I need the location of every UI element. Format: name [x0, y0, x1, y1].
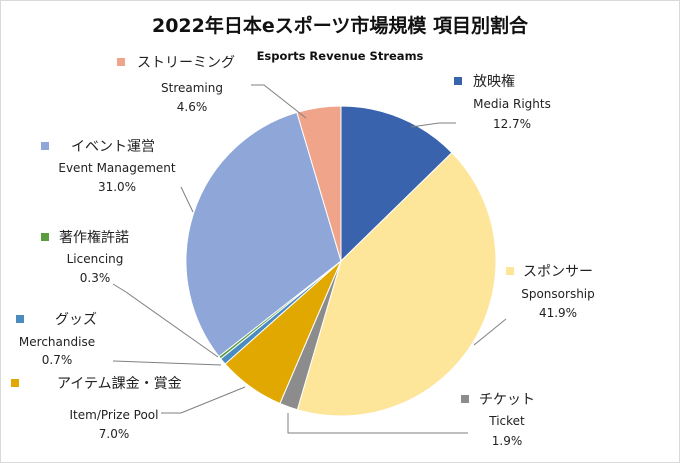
- leader-line-streaming: [251, 84, 307, 119]
- label-en-sponsorship: Sponsorship: [521, 287, 595, 301]
- label-jp-licencing: 著作権許諾: [59, 229, 129, 246]
- leader-line-licencing: [112, 283, 219, 358]
- label-pct-sponsorship: 41.9%: [539, 306, 577, 320]
- leader-line-media-rights: [410, 122, 456, 128]
- label-pct-streaming: 4.6%: [177, 100, 208, 114]
- legend-key-ticket: [461, 395, 469, 403]
- chart-title: 2022年日本eスポーツ市場規模 項目別割合: [151, 15, 528, 37]
- legend-key-streaming: [117, 58, 125, 66]
- data-label-media-rights: 放映権 Media Rights 12.7%: [410, 73, 551, 131]
- data-label-item-prize-pool: アイテム課金・賞金 Item/Prize Pool 7.0%: [11, 376, 246, 441]
- leader-line-item-prize-pool: [161, 386, 246, 414]
- legend-key-media-rights: [454, 77, 462, 85]
- pie-slice-streaming: [296, 105, 342, 262]
- label-en-merchandise: Merchandise: [19, 335, 95, 349]
- label-pct-item-prize-pool: 7.0%: [99, 427, 130, 441]
- pie-slice-event-management: [185, 111, 342, 358]
- data-label-event-management: イベント運営 Event Management 31.0%: [41, 139, 194, 213]
- leader-line-event-management: [180, 186, 194, 213]
- data-label-ticket: チケット Ticket 1.9%: [287, 392, 535, 448]
- leader-line-merchandise: [112, 360, 222, 366]
- data-label-merchandise: グッズ Merchandise 0.7%: [16, 312, 222, 367]
- label-jp-event-management: イベント運営: [71, 139, 155, 155]
- label-pct-event-management: 31.0%: [98, 180, 136, 194]
- label-en-streaming: Streaming: [161, 81, 223, 95]
- label-jp-ticket: チケット: [479, 392, 535, 408]
- label-en-event-management: Event Management: [58, 161, 176, 175]
- label-jp-sponsorship: スポンサー: [523, 264, 593, 280]
- legend-key-merchandise: [16, 315, 24, 323]
- data-label-licencing: 著作権許諾 Licencing 0.3%: [41, 229, 219, 358]
- legend-key-event-management: [41, 142, 49, 150]
- label-jp-media-rights: 放映権: [473, 73, 515, 90]
- label-en-item-prize-pool: Item/Prize Pool: [70, 408, 159, 422]
- chart-subtitle: Esports Revenue Streams: [256, 49, 424, 63]
- pie-slice-sponsorship: [296, 151, 497, 417]
- label-jp-streaming: ストリーミング: [137, 55, 235, 71]
- label-pct-media-rights: 12.7%: [493, 117, 531, 131]
- legend-key-item-prize-pool: [11, 379, 19, 387]
- pie-slice-media-rights: [340, 105, 453, 263]
- leader-line-ticket: [287, 413, 468, 434]
- data-label-streaming: ストリーミング Streaming 4.6%: [117, 55, 307, 119]
- label-pct-merchandise: 0.7%: [42, 353, 73, 367]
- label-en-media-rights: Media Rights: [473, 97, 551, 111]
- data-label-sponsorship: スポンサー Sponsorship 41.9%: [473, 264, 595, 346]
- leader-line-sponsorship: [473, 318, 507, 346]
- label-jp-merchandise: グッズ: [55, 312, 97, 328]
- legend-key-sponsorship: [506, 267, 514, 275]
- label-jp-item-prize-pool: アイテム課金・賞金: [57, 376, 182, 392]
- label-en-licencing: Licencing: [67, 252, 124, 266]
- label-pct-licencing: 0.3%: [80, 271, 111, 285]
- legend-key-licencing: [41, 233, 49, 241]
- label-pct-ticket: 1.9%: [492, 434, 523, 448]
- label-en-ticket: Ticket: [488, 414, 525, 428]
